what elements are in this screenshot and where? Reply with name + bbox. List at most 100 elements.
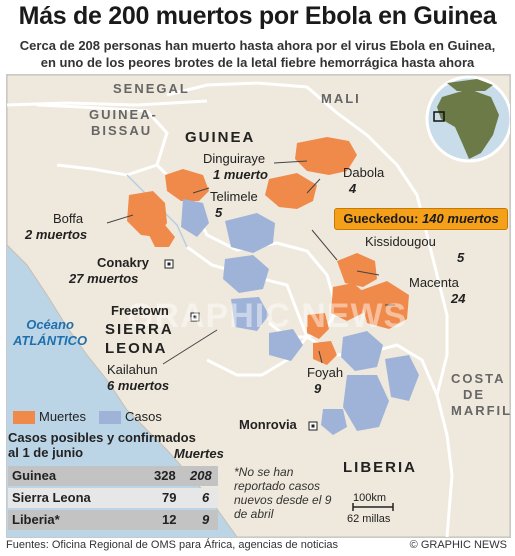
country-cote-ivoire-1: COSTA [451, 371, 506, 386]
cases-region-liberia-east [385, 355, 419, 401]
senegal-border [7, 99, 208, 107]
deaths-region-gueckedou [331, 283, 365, 321]
credit: © GRAPHIC NEWS [409, 539, 507, 551]
country-guinea-bissau-1: GUINEA- [89, 107, 158, 122]
deaths-region-foyah [313, 341, 337, 365]
sources: Fuentes: Oficina Regional de OMS para Áf… [6, 539, 339, 551]
subtitle-line-1: Cerca de 208 personas han muerto hasta a… [19, 38, 496, 53]
scale-km: 100km [353, 492, 387, 504]
table-row: Guinea 328 208 [8, 466, 218, 486]
gueckedou-callout: Gueckedou: 140 muertos [334, 208, 508, 230]
row-country: Liberia* [12, 512, 60, 527]
leader-foyah [318, 350, 323, 364]
table-deaths-header: Muertes [174, 446, 224, 461]
callout-place: Gueckedou: [343, 211, 419, 226]
map-panel: GRAPHIC NEWS SENEGAL MALI GUINEA- BISSAU… [6, 74, 511, 538]
cases-region-sl-north [223, 255, 269, 293]
row-cases: 79 [162, 490, 177, 505]
place-boffa: Boffa [53, 211, 84, 226]
legend-deaths-label: Muertes [39, 409, 86, 424]
place-foyah: Foyah [307, 365, 344, 380]
page-title: Más de 200 muertos por Ebola en Guinea [18, 2, 497, 30]
row-deaths: 9 [202, 512, 210, 527]
count-dabola: 4 [349, 181, 357, 196]
row-deaths: 208 [190, 468, 212, 483]
deaths-region-conakry [147, 225, 175, 247]
river [126, 174, 188, 248]
table-title-line-1: Casos posibles y confirmados [8, 430, 196, 445]
scale-miles: 62 millas [347, 513, 391, 525]
deaths-region-dinguiraye [295, 137, 357, 175]
table-title-line-2: al 1 de junio [8, 445, 84, 460]
leader-lines [106, 160, 395, 365]
place-monrovia: Monrovia [239, 417, 297, 432]
count-kailahun: 6 muertos [107, 378, 170, 393]
table-title: Casos posibles y confirmados al 1 de jun… [8, 430, 196, 460]
cases-region-monrovia [321, 409, 347, 435]
table-row: Sierra Leona 79 6 [8, 488, 218, 508]
deaths-region-dabola [265, 173, 317, 209]
row-deaths: 6 [202, 490, 210, 505]
deaths-region-boffa [127, 191, 167, 237]
place-macenta: Macenta [409, 275, 459, 290]
cases-region-sl-south [269, 329, 303, 361]
country-cote-ivoire-2: DE [463, 387, 486, 402]
legend-cases-label: Casos [125, 409, 162, 424]
cases-region-guinea-central [225, 213, 275, 253]
ocean-label-2: ATLÁNTICO [13, 333, 88, 348]
row-cases: 12 [162, 512, 177, 527]
subtitle-line-2: en uno de los peores brotes de la letal … [40, 55, 475, 70]
footnote: *No se han reportado casos nuevos desde … [234, 465, 332, 521]
country-cote-ivoire-3: MARFIL [451, 403, 511, 418]
globe-inset [425, 75, 510, 163]
scale-bar [352, 503, 394, 511]
count-dinguiraye: 1 muerto [213, 167, 268, 182]
place-freetown: Freetown [111, 303, 169, 318]
callout-count: 140 muertos [422, 211, 499, 226]
count-telimele: 5 [215, 205, 223, 220]
country-guinea-bissau-2: BISSAU [91, 123, 153, 138]
mali-border [166, 81, 429, 236]
country-senegal: SENEGAL [113, 81, 190, 96]
deaths-region-macenta [359, 281, 409, 329]
row-country: Sierra Leona [12, 490, 91, 505]
globe-focus-box [433, 111, 445, 122]
count-boffa: 2 muertos [25, 227, 88, 242]
leader-dabola [306, 178, 321, 194]
globe-europe [447, 79, 493, 91]
deaths-region-kissidougou [337, 253, 377, 287]
cases-region-guinea-west [181, 199, 209, 237]
deaths-region-telimele [165, 169, 209, 201]
leader-kissidougou [356, 270, 380, 276]
cote-ivoire-border [425, 234, 449, 396]
map-svg [7, 75, 510, 537]
country-liberia: LIBERIA [343, 459, 417, 476]
deaths-region-kailahun [307, 313, 329, 339]
table-row: Liberia* 12 9 [8, 510, 218, 530]
guinea-bissau-border [36, 103, 169, 177]
count-kissidougou: 5 [457, 250, 465, 265]
count-foyah: 9 [314, 381, 322, 396]
legend-deaths-swatch [13, 411, 35, 424]
place-kailahun: Kailahun [107, 362, 158, 377]
leader-kailahun [162, 329, 218, 365]
cases-region-liberia-central [343, 375, 389, 431]
country-guinea: GUINEA [185, 129, 256, 146]
country-sierra-leone-2: LEONA [105, 340, 168, 357]
country-sierra-leone-1: SIERRA [105, 321, 174, 338]
leader-dinguiraye [273, 160, 308, 164]
cases-region-sl-center [231, 297, 269, 331]
subtitle: Cerca de 208 personas han muerto hasta a… [4, 37, 511, 71]
place-conakry: Conakry [97, 255, 150, 270]
cases-region-liberia-north [341, 331, 383, 371]
count-conakry: 27 muertos [69, 271, 139, 286]
capital-markers [164, 259, 318, 431]
place-dabola: Dabola [343, 165, 385, 180]
place-telimele: Telimele [210, 189, 258, 204]
count-macenta: 24 [451, 291, 466, 306]
leader-gueckedou [311, 229, 338, 261]
watermark: GRAPHIC NEWS [127, 297, 408, 335]
row-country: Guinea [12, 468, 57, 483]
legend-cases-swatch [99, 411, 121, 424]
